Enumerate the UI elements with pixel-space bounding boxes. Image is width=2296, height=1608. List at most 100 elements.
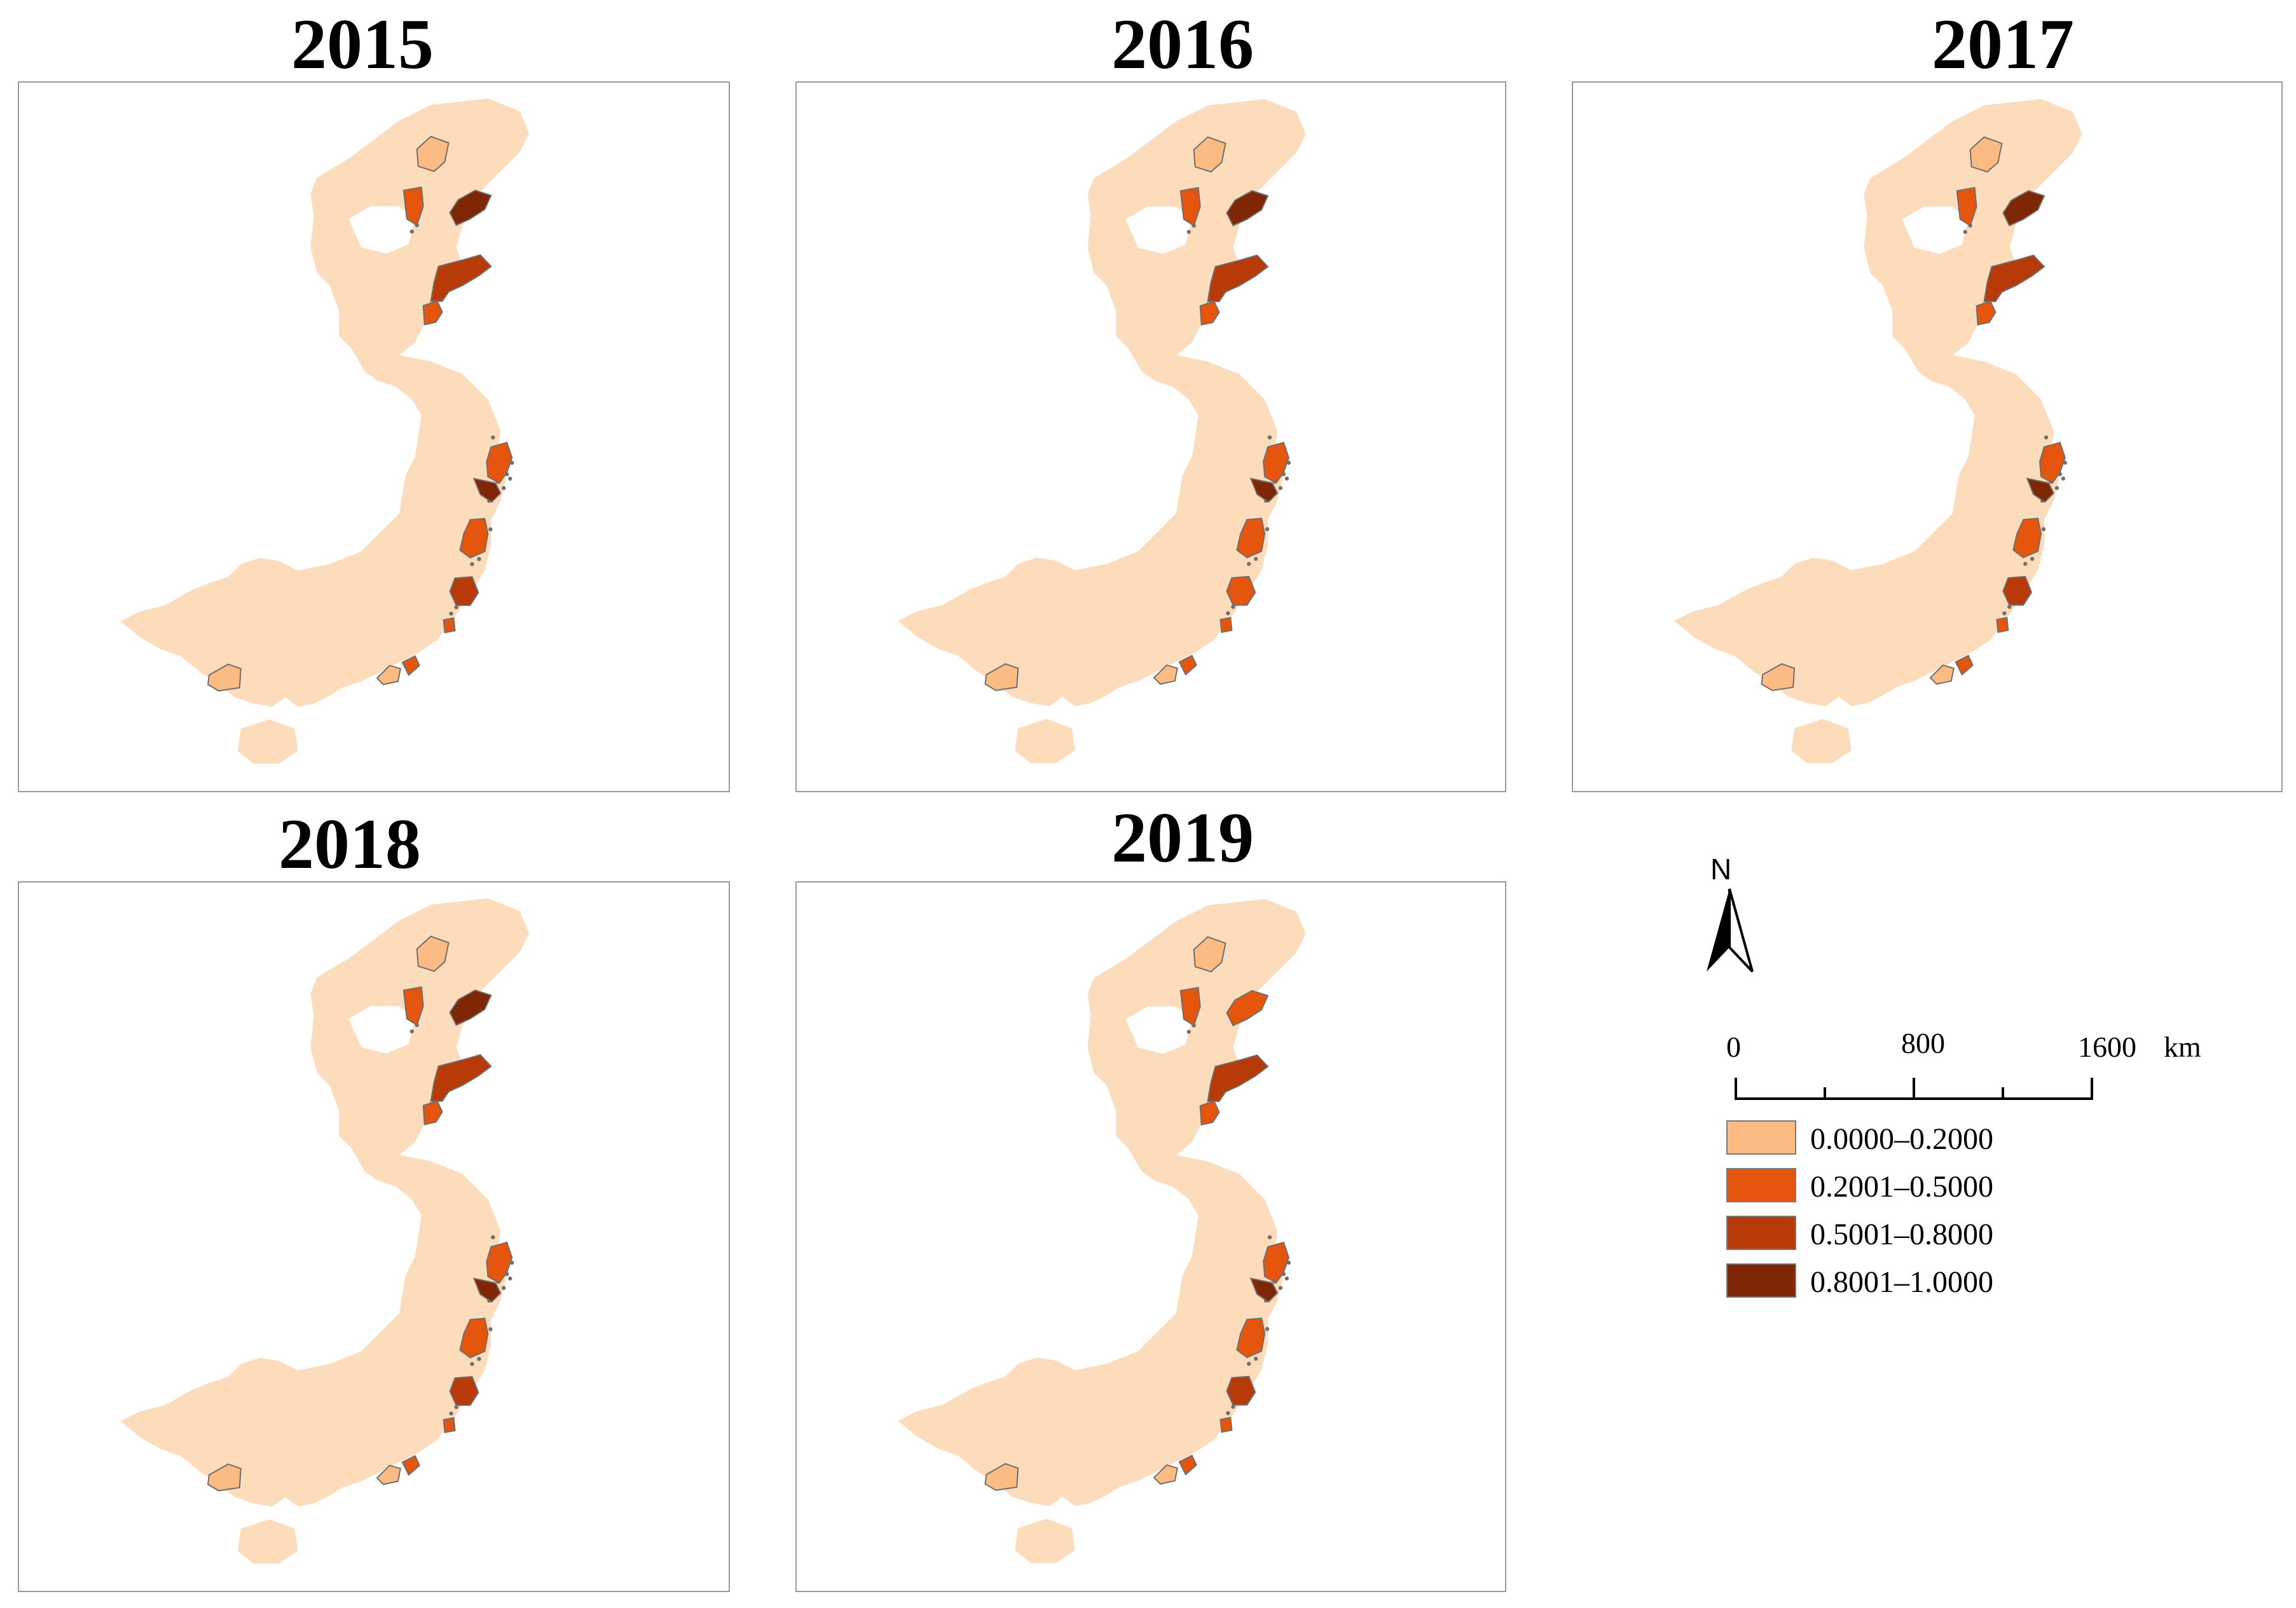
city-region-11 <box>376 664 402 685</box>
island-dot <box>1278 486 1283 490</box>
city-region-10 <box>1996 617 2009 633</box>
city-region-12 <box>1178 1454 1197 1476</box>
city-region-4 <box>1983 254 2045 303</box>
city-region-12 <box>401 1455 420 1476</box>
island-dot <box>1278 1286 1283 1290</box>
city-region-13 <box>984 1462 1019 1491</box>
north-arrow-label: N <box>1710 853 1732 886</box>
city-region-4 <box>430 254 492 302</box>
city-region-3 <box>449 189 492 226</box>
island-dot <box>1186 1029 1191 1034</box>
city-region-9 <box>449 1376 479 1406</box>
city-region-13 <box>1761 663 1796 691</box>
city-region-9 <box>2002 575 2033 606</box>
island-dot <box>491 435 495 440</box>
map-legend: N 0 800 1600 km 0.0000–0.2000 0.2001–0.5… <box>1691 852 2264 1335</box>
island-dot <box>454 1405 458 1410</box>
city-region-11 <box>1153 664 1178 685</box>
island-dot <box>1231 605 1235 609</box>
island-dot <box>409 1029 414 1034</box>
legend-label: 0.5001–0.8000 <box>1810 1218 1993 1251</box>
scale-label-0: 0 <box>1726 1031 1741 1063</box>
island-dot <box>1284 476 1289 481</box>
city-region-10 <box>443 617 456 634</box>
city-region-1 <box>416 135 450 172</box>
city-region-6 <box>1263 1241 1289 1284</box>
map-title-2015: 2015 <box>291 5 434 84</box>
island-dot <box>1267 1235 1272 1240</box>
island-dot <box>1267 435 1272 440</box>
legend-label: 0.0000–0.2000 <box>1810 1122 1993 1156</box>
map-svg <box>120 898 530 1564</box>
map-panel-2018 <box>18 881 730 1592</box>
island-dot <box>477 1357 481 1361</box>
city-region-7 <box>2026 478 2055 503</box>
island-dot <box>1265 527 1270 532</box>
island-dot <box>470 562 474 567</box>
city-region-10 <box>443 1417 456 1434</box>
scale-label-800: 800 <box>1901 1027 1945 1059</box>
city-region-12 <box>1178 654 1197 676</box>
island-dot <box>2044 435 2049 440</box>
mainland-region <box>120 898 530 1507</box>
island-dot <box>2041 527 2046 532</box>
city-region-2 <box>1956 186 1977 227</box>
map-title-2018: 2018 <box>278 805 421 884</box>
legend-label: 0.8001–1.0000 <box>1810 1265 1993 1299</box>
island-dot <box>1226 1411 1230 1415</box>
city-region-6 <box>486 1241 513 1284</box>
island-dot <box>1226 611 1230 615</box>
city-region-10 <box>1220 1417 1233 1433</box>
legend-item-class-1: 0.0000–0.2000 <box>1726 1120 2171 1158</box>
city-region-1 <box>1193 136 1227 173</box>
mainland-region <box>1674 99 2082 706</box>
city-region-10 <box>1220 617 1233 633</box>
island-dot <box>1253 556 1258 561</box>
mainland-region <box>898 898 1306 1506</box>
island-dot <box>1186 230 1191 234</box>
island-dot <box>2061 476 2066 481</box>
city-region-8 <box>459 518 489 559</box>
scale-bar-line <box>1735 1078 2093 1100</box>
map-svg <box>1674 99 2082 764</box>
city-region-6 <box>2039 441 2066 484</box>
city-region-13 <box>207 663 242 692</box>
city-region-9 <box>1226 575 1256 606</box>
city-region-2 <box>402 986 424 1026</box>
city-region-3 <box>2002 190 2045 227</box>
map-title-2017: 2017 <box>1932 5 2074 84</box>
city-region-5 <box>422 1100 443 1125</box>
legend-item-class-2: 0.2001–0.5000 <box>1726 1168 2171 1206</box>
island-dot <box>2030 556 2035 561</box>
city-region-13 <box>207 1463 242 1492</box>
island-dot <box>2023 561 2028 567</box>
city-region-5 <box>1199 1100 1220 1126</box>
island-dot <box>449 1411 453 1416</box>
map-svg <box>120 98 530 764</box>
island-dot <box>491 1235 495 1240</box>
island-dot <box>449 611 453 616</box>
map-svg <box>898 99 1306 764</box>
legend-swatch <box>1726 1216 1796 1250</box>
city-region-4 <box>1207 254 1269 303</box>
city-region-4 <box>430 1054 492 1102</box>
city-region-7 <box>472 1277 502 1303</box>
city-region-13 <box>984 663 1019 691</box>
island-dot <box>470 1362 474 1366</box>
island-dot <box>502 1286 506 1290</box>
city-region-8 <box>1236 1317 1266 1359</box>
city-region-7 <box>472 478 502 503</box>
city-region-8 <box>2012 518 2042 559</box>
scale-bar: 0 800 1600 km <box>1691 1027 2201 1132</box>
map-title-2016: 2016 <box>1111 5 1254 84</box>
island-dot <box>1284 1276 1289 1281</box>
map-title-2019: 2019 <box>1111 799 1254 877</box>
city-region-3 <box>449 989 492 1026</box>
city-region-3 <box>1226 990 1269 1027</box>
island-dot <box>1253 1356 1258 1361</box>
city-region-1 <box>1193 936 1227 973</box>
city-region-8 <box>1236 518 1266 559</box>
island-dot <box>1265 1327 1270 1331</box>
map-panel-2015 <box>18 81 730 792</box>
city-region-2 <box>1179 186 1201 227</box>
